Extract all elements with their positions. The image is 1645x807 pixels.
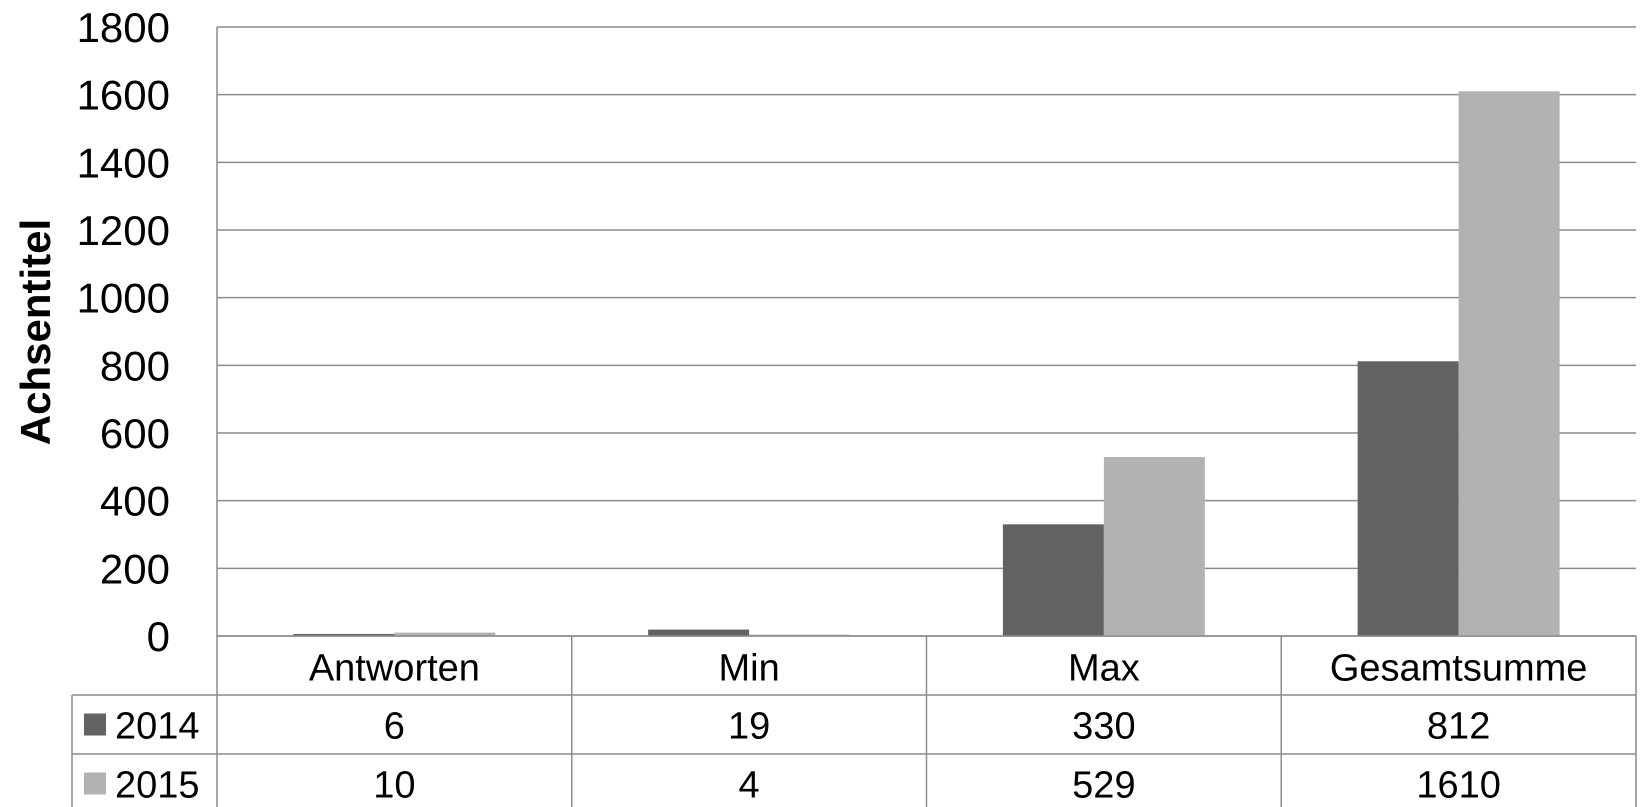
legend-label: 2015 [115, 765, 200, 807]
data-label: 10 [373, 765, 415, 807]
y-axis-ticks: 0 200 400 600 800 1000 1200 1400 1600 1800 [77, 4, 170, 660]
gridlines [216, 26, 1636, 637]
data-label: 6 [384, 706, 405, 748]
bar-2015-antworten [394, 632, 496, 636]
y-tick-label: 400 [100, 478, 170, 525]
y-tick-label: 200 [100, 545, 170, 592]
bar-2014-antworten [293, 633, 395, 636]
bar-2014-min [648, 629, 750, 636]
y-tick-label: 1600 [77, 72, 170, 119]
y-tick-label: 600 [100, 410, 170, 457]
data-label: 330 [1072, 706, 1135, 748]
legend-key-2014 [84, 713, 106, 736]
y-tick-label: 0 [147, 613, 170, 660]
data-label: 19 [728, 706, 770, 748]
category-label: Gesamtsumme [1330, 648, 1588, 690]
data-label: 812 [1427, 706, 1490, 748]
data-table: Antworten Min Max Gesamtsumme 2014 6 19 330 812 2… [71, 635, 1637, 807]
y-tick-label: 800 [100, 342, 170, 389]
bar-2014-max [1002, 524, 1104, 636]
y-tick-label: 1400 [77, 139, 170, 186]
category-label: Min [719, 648, 780, 690]
bar-series [293, 91, 1560, 637]
data-label: 529 [1072, 765, 1135, 807]
y-tick-label: 1000 [77, 275, 170, 322]
legend-label: 2014 [115, 706, 200, 748]
bar-2015-gesamtsumme [1458, 91, 1560, 637]
data-label: 1610 [1416, 765, 1501, 807]
legend-key-2015 [84, 772, 106, 795]
y-axis-title: Achsentitel [12, 219, 59, 445]
y-tick-label: 1200 [77, 207, 170, 254]
category-label: Max [1068, 648, 1140, 690]
category-label: Antworten [309, 648, 480, 690]
data-label: 4 [739, 765, 760, 807]
bar-2015-max [1103, 457, 1205, 636]
y-tick-label: 1800 [77, 4, 170, 51]
bar-2014-gesamtsumme [1357, 361, 1459, 636]
